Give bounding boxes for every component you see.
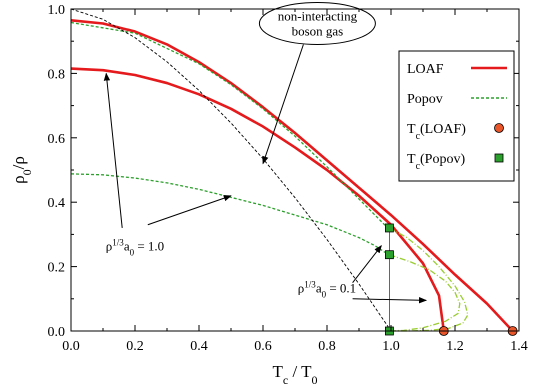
y-axis-label: ρ0/ρ (9, 156, 34, 184)
ideal-gas-label-line2: boson gas (292, 23, 344, 38)
ideal-gas-label-line1: non-interacting (278, 8, 358, 23)
rho-one-arrow-0 (103, 72, 123, 229)
rho-two-arrow-0 (352, 245, 382, 284)
axes: 0.0 0.2 0.4 0.6 0.8 1.0 1.2 1.4 0.0 0.2 0.4 0.6 0.8 1… (9, 3, 528, 385)
x-tick-label: 0.4 (190, 339, 208, 354)
legend-label-2: Tc(LOAF) (407, 122, 466, 142)
square-marker-3 (384, 250, 394, 260)
rho-one-arrow-1 (147, 195, 232, 226)
ideal-gas-ellipse (258, 1, 376, 45)
x-tick-label: 0.8 (318, 339, 336, 354)
series-popov-unstable-4 (389, 227, 469, 332)
series-popov-unstable-5 (389, 254, 461, 332)
x-tick-label: 0.2 (126, 339, 144, 354)
legend-swatch-2 (494, 123, 504, 133)
y-tick-label: 0.2 (48, 261, 66, 276)
y-tick-label: 0.0 (48, 325, 66, 340)
legend-swatch-3 (494, 153, 504, 163)
rho-two-arrow-1 (352, 297, 427, 304)
series-popov-3 (70, 173, 390, 256)
y-tick-label: 0.8 (48, 67, 66, 82)
ideal-gas-arrow (262, 44, 304, 165)
legend: LOAF Popov Tc(LOAF) Tc(Popov) (398, 50, 515, 182)
rho-one-label: ρ1/3a0 = 1.0 (106, 238, 164, 258)
x-tick-label: 1.0 (382, 339, 400, 354)
y-tick-label: 0.4 (48, 196, 66, 211)
series-layer (70, 8, 514, 332)
square-marker-2 (384, 223, 394, 233)
y-tick-label: 0.6 (48, 132, 66, 147)
series-loaf-0 (70, 67, 446, 332)
series-popov-2 (70, 21, 390, 229)
x-tick-label: 0.0 (62, 339, 80, 354)
legend-label-0: LOAF (407, 62, 444, 77)
legend-label-1: Popov (407, 92, 443, 107)
series-loaf-1 (70, 18, 514, 332)
x-axis-label: Tc / T0 (272, 362, 317, 385)
rho-two-label: ρ1/3a0 = 0.1 (298, 279, 356, 299)
legend-label-3: Tc(Popov) (407, 152, 465, 172)
y-tick-label: 1.0 (48, 3, 66, 18)
x-tick-label: 1.2 (446, 339, 464, 354)
x-tick-label: 1.4 (510, 339, 528, 354)
x-tick-label: 0.6 (254, 339, 272, 354)
